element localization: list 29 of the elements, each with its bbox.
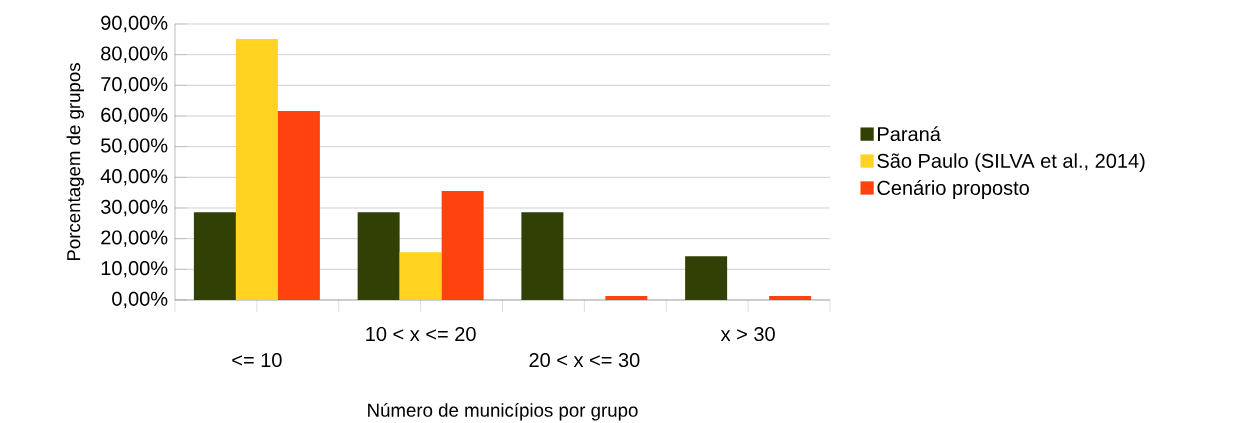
- bar: [277, 111, 320, 300]
- y-tick-label: 60,00%: [101, 107, 168, 125]
- y-tick-label: 40,00%: [100, 169, 168, 186]
- x-tick-label: 20 < x <= 30: [529, 352, 640, 368]
- bar: [521, 212, 564, 300]
- bar: [769, 296, 812, 300]
- x-tick-label: <= 10: [232, 352, 282, 368]
- y-axis-title: Porcentagem de grupos: [66, 63, 84, 261]
- y-tick-label: 10,00%: [101, 261, 168, 278]
- y-tick-label: 90,00%: [101, 15, 168, 33]
- x-tick-label: 10 < x <= 20: [366, 326, 476, 342]
- x-tick-label: x > 30: [720, 326, 775, 342]
- bar: [193, 212, 236, 300]
- y-tick-label: 50,00%: [101, 138, 168, 155]
- legend-label: Paraná: [878, 126, 941, 142]
- x-axis-title: Número de municípios por grupo: [368, 402, 638, 421]
- bar: [399, 252, 442, 300]
- y-tick-label: 30,00%: [101, 199, 168, 217]
- bar: [685, 256, 728, 300]
- bar: [605, 296, 648, 300]
- y-tick-label: 20,00%: [101, 230, 168, 247]
- bar: [235, 39, 278, 300]
- y-tick-label: 0,00%: [112, 291, 168, 309]
- bar: [441, 191, 484, 300]
- bar: [357, 212, 400, 300]
- y-tick-label: 70,00%: [101, 77, 168, 94]
- legend-label: Cenário proposto: [877, 180, 1029, 199]
- legend-label: São Paulo (SILVA et al., 2014): [877, 153, 1145, 172]
- y-tick-label: 80,00%: [101, 46, 168, 63]
